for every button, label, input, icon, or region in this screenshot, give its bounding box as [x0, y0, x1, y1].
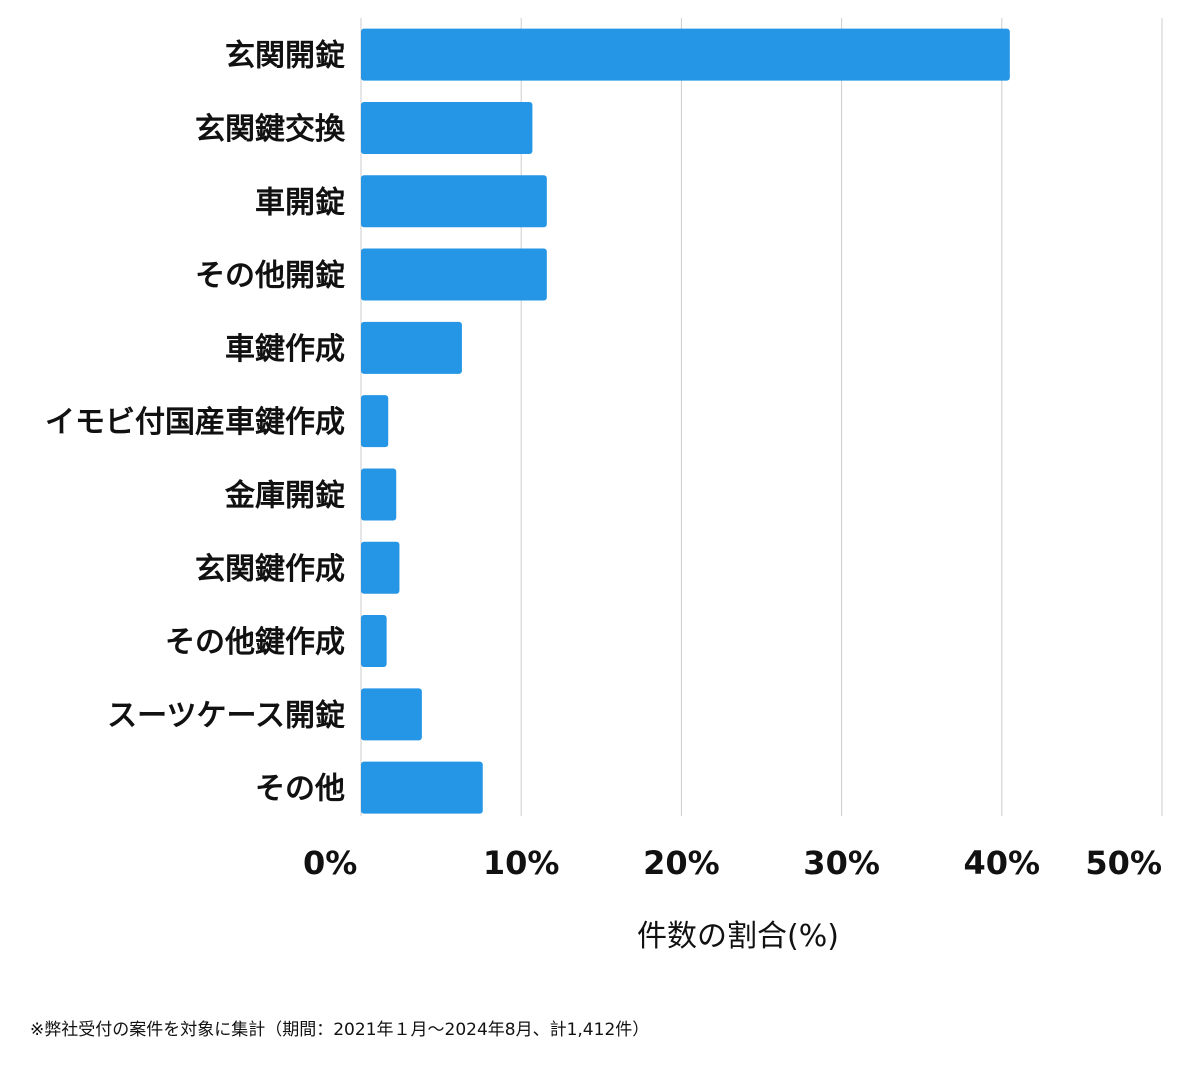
bar — [361, 101, 533, 154]
bar — [361, 615, 387, 668]
footnote: ※弊社受付の案件を対象に集計（期間：2021年１月〜2024年8月、計1,412… — [30, 1020, 650, 1040]
category-label: 玄関開錠 — [225, 39, 345, 74]
x-tick-label: 20% — [643, 844, 720, 882]
category-label: 玄関鍵交換 — [195, 112, 346, 147]
bar — [361, 468, 397, 521]
bars — [361, 28, 1010, 814]
bar — [361, 761, 483, 814]
category-label: 車開錠 — [255, 185, 345, 220]
x-tick-label: 0% — [303, 844, 357, 882]
bar — [361, 28, 1010, 81]
category-label: 玄関鍵作成 — [195, 552, 345, 587]
category-label: 車鍵作成 — [225, 332, 345, 367]
category-label: スーツケース開錠 — [107, 698, 345, 733]
bar — [361, 321, 462, 374]
x-tick-label: 50% — [1085, 844, 1162, 882]
category-label: その他開錠 — [195, 259, 345, 294]
category-label: 金庫開錠 — [224, 478, 345, 513]
category-label: その他 — [255, 772, 345, 807]
bar — [361, 688, 422, 741]
bar — [361, 395, 389, 448]
category-label: イモビ付国産車鍵作成 — [45, 405, 345, 440]
x-tick-labels: 0% 10% 20% 30% 40% 50% — [303, 844, 1162, 882]
x-tick-label: 30% — [803, 844, 880, 882]
x-tick-label: 40% — [964, 844, 1041, 882]
bar — [361, 248, 547, 301]
category-label: その他鍵作成 — [165, 625, 345, 660]
bar-chart: 玄関開錠玄関鍵交換車開錠その他開錠車鍵作成イモビ付国産車鍵作成金庫開錠玄関鍵作成… — [45, 18, 1163, 954]
bar — [361, 541, 400, 594]
bar — [361, 175, 547, 228]
x-axis-title: 件数の割合(%) — [637, 919, 839, 954]
x-tick-label: 10% — [483, 844, 560, 882]
category-labels: 玄関開錠玄関鍵交換車開錠その他開錠車鍵作成イモビ付国産車鍵作成金庫開錠玄関鍵作成… — [45, 39, 346, 807]
